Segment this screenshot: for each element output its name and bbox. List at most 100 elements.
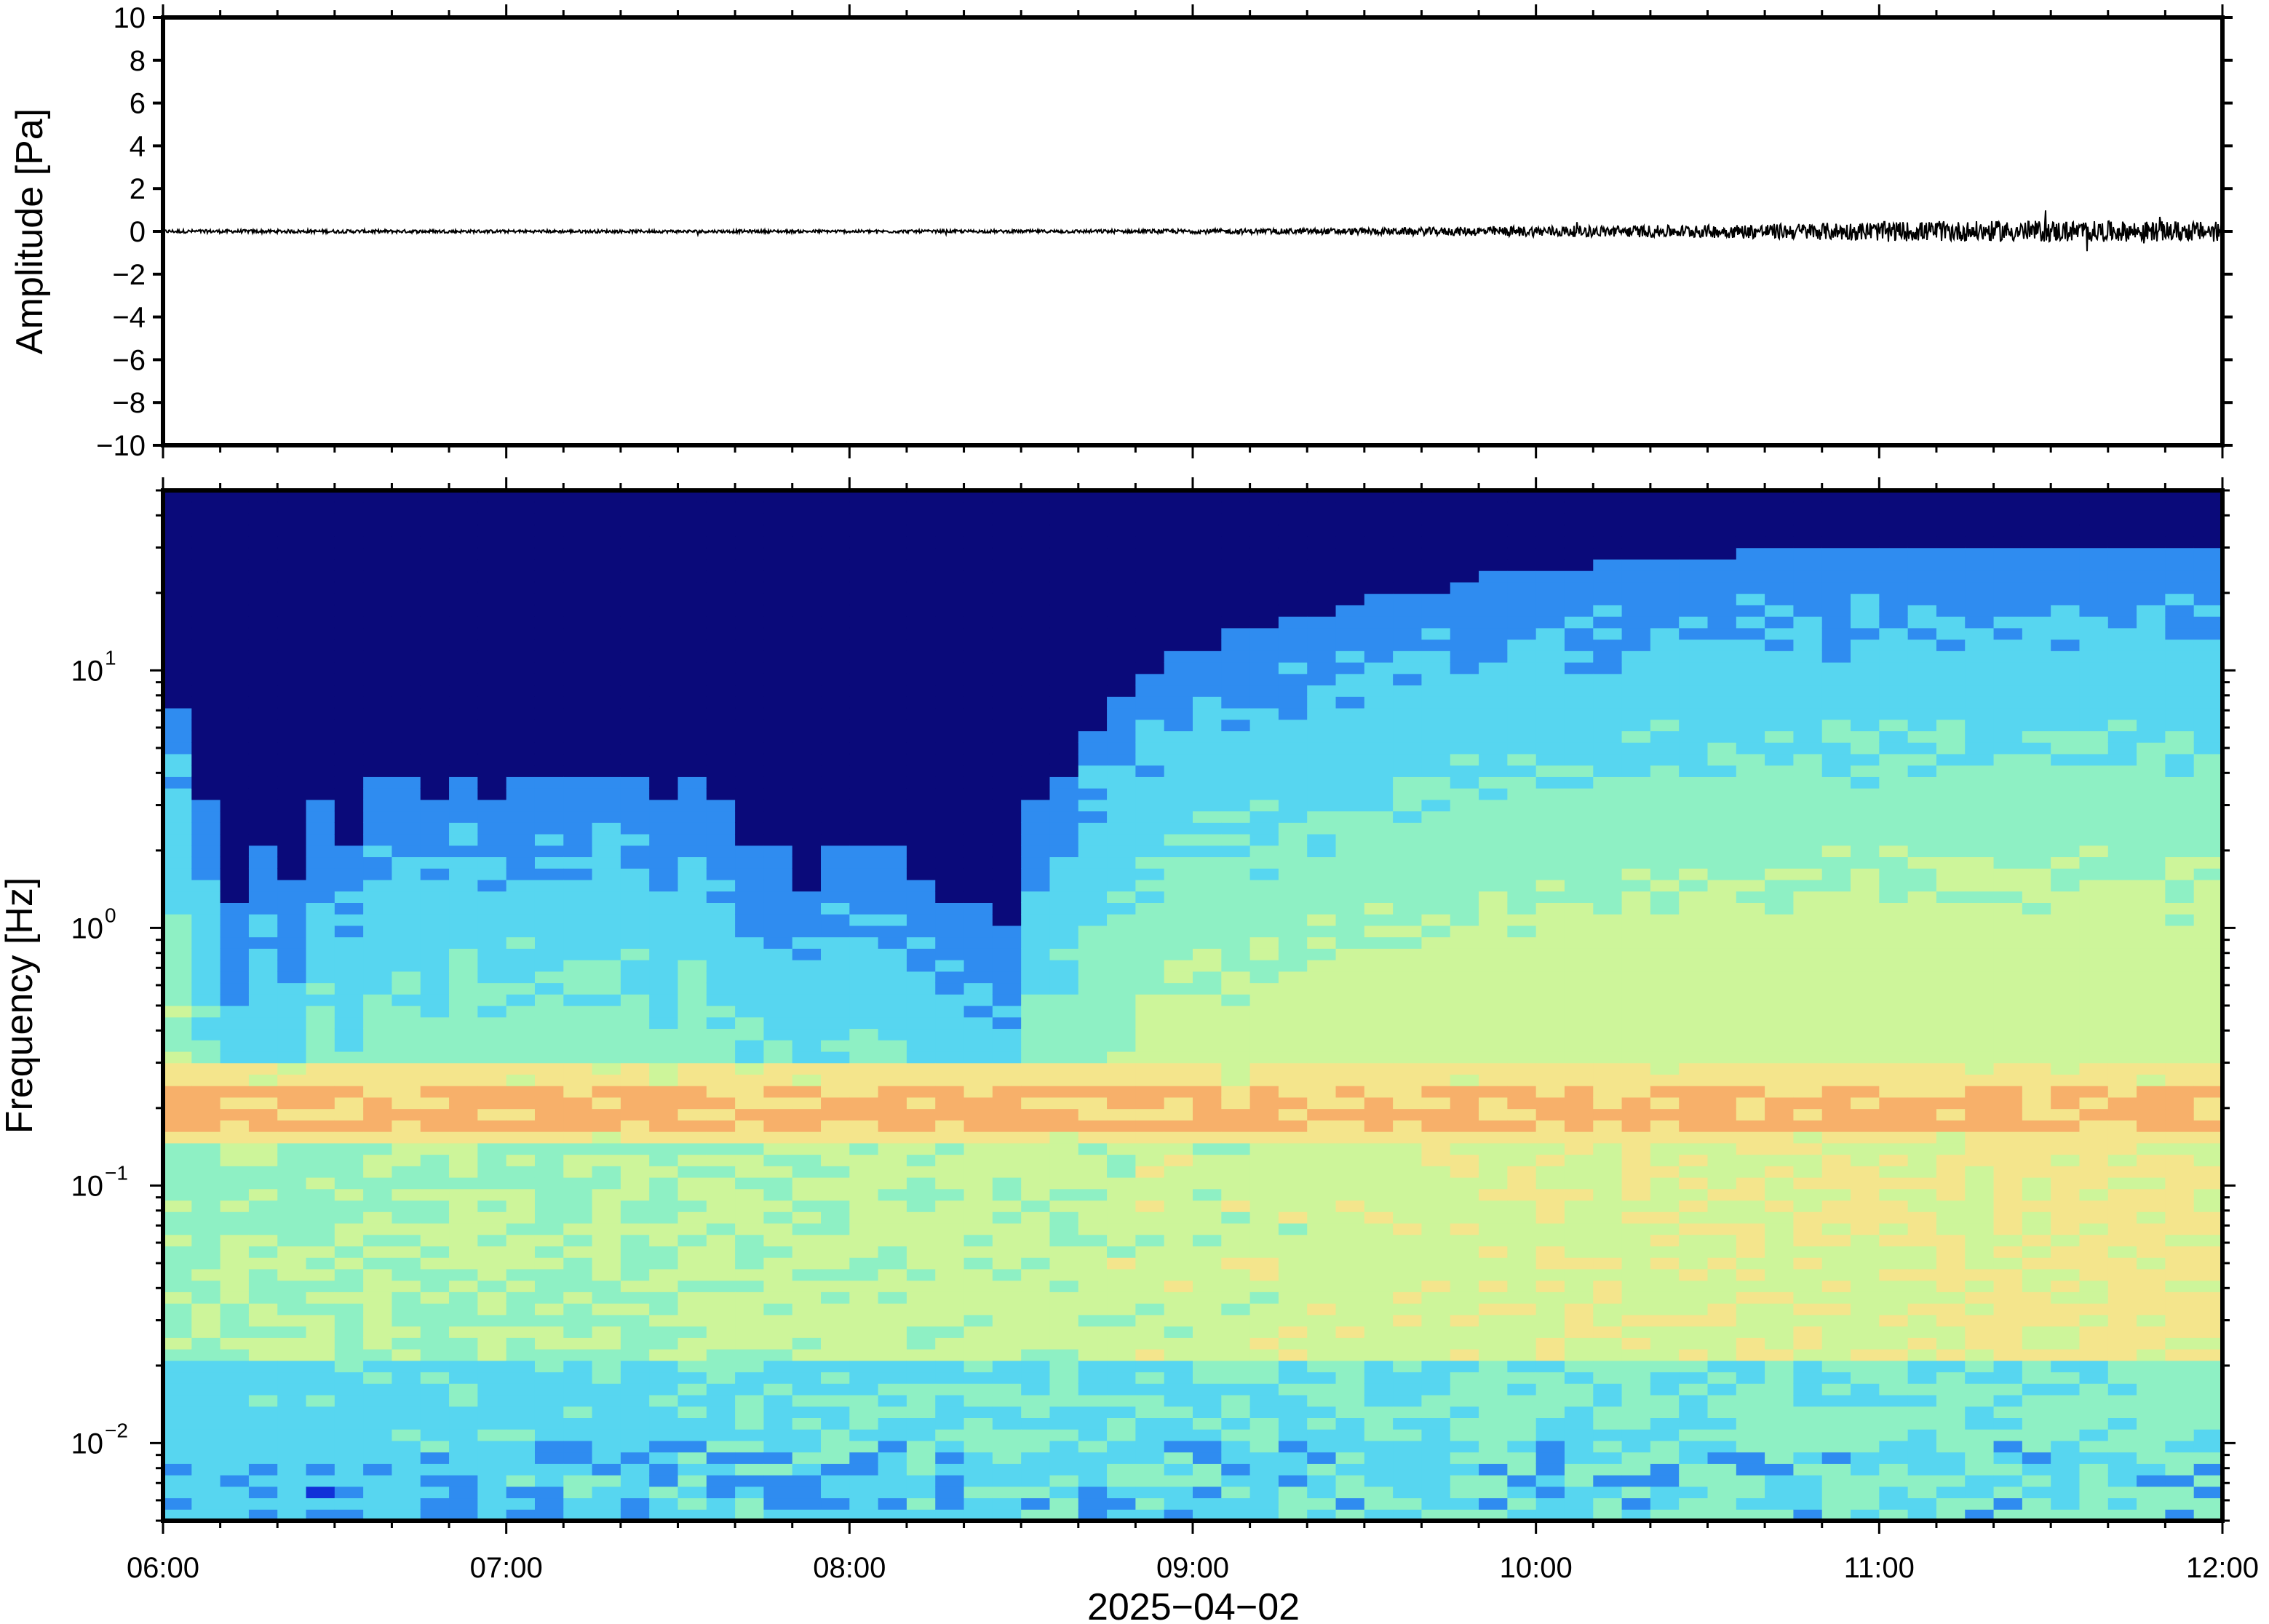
spectrogram-cell <box>592 1394 621 1407</box>
spectrogram-cell <box>706 960 736 972</box>
spectrogram-cell <box>849 570 879 583</box>
spectrogram-cell <box>1135 1360 1165 1373</box>
spectrogram-cell <box>1564 1177 1594 1190</box>
spectrogram-cell <box>1078 799 1108 812</box>
spectrogram-cell <box>1021 856 1051 869</box>
spectrogram-cell <box>1621 1326 1651 1338</box>
spectrogram-cell <box>1593 501 1623 514</box>
spectrogram-cell <box>477 1475 507 1487</box>
spectrogram-cell <box>792 1303 822 1315</box>
spectrogram-cell <box>935 616 965 629</box>
spectrogram-cell <box>1364 1222 1394 1235</box>
spectrogram-cell <box>1450 960 1479 972</box>
spectrogram-cell <box>220 639 250 651</box>
spectrogram-cell <box>1621 799 1651 812</box>
spectrogram-cell <box>935 650 965 663</box>
spectrogram-cell <box>1193 605 1222 617</box>
spectrogram-cell <box>1679 536 1709 549</box>
spectrogram-cell <box>392 856 421 869</box>
spectrogram-cell <box>163 1051 192 1064</box>
spectrogram-cell <box>735 1394 765 1407</box>
spectrogram-cell <box>1078 753 1108 766</box>
spectrogram-cell <box>592 501 621 514</box>
spectrogram-cell <box>1193 971 1222 984</box>
spectrogram-cell <box>849 1211 879 1224</box>
spectrogram-cell <box>191 845 221 858</box>
spectrogram-cell <box>1564 1120 1594 1132</box>
spectrogram-cell <box>649 834 679 846</box>
spectrogram-cell <box>1564 719 1594 731</box>
spectrogram-cell <box>1364 1200 1394 1212</box>
spectrogram-cell <box>163 994 192 1006</box>
spectrogram-cell <box>534 1028 564 1040</box>
spectrogram-cell <box>878 1486 907 1499</box>
spectrogram-cell <box>1278 1108 1308 1121</box>
spectrogram-cell <box>1650 1051 1680 1064</box>
spectrogram-cell <box>706 1349 736 1361</box>
spectrogram-cell <box>334 1406 364 1418</box>
spectrogram-cell <box>1164 1349 1193 1361</box>
spectrogram-cell <box>677 1383 707 1396</box>
spectrogram-cell <box>1164 570 1193 583</box>
spectrogram-cell <box>706 1486 736 1499</box>
spectrogram-cell <box>935 1394 965 1407</box>
spectrogram-cell <box>1278 1131 1308 1144</box>
spectrogram-cell <box>191 971 221 984</box>
spectrogram-cell <box>534 501 564 514</box>
spectrogram-cell <box>277 776 307 789</box>
spectrogram-cell <box>220 879 250 892</box>
spectrogram-cell <box>334 1154 364 1166</box>
spectrogram-cell <box>420 719 450 731</box>
spectrogram-cell <box>1021 1509 1051 1521</box>
spectrogram-cell <box>1393 559 1423 571</box>
spectrogram-cell <box>1450 845 1479 858</box>
spectrogram-cell <box>906 1486 936 1499</box>
spectrogram-cell <box>649 1062 679 1075</box>
spectrogram-cell <box>1564 799 1594 812</box>
spectrogram-cell <box>1078 1166 1108 1178</box>
spectrogram-cell <box>1164 1131 1193 1144</box>
spectrogram-cell <box>1221 856 1251 869</box>
spectrogram-cell <box>1593 1509 1623 1521</box>
spectrogram-cell <box>1078 982 1108 995</box>
spectrogram-cell <box>1135 1108 1165 1121</box>
spectrogram-cell <box>1650 891 1680 903</box>
spectrogram-cell <box>449 1440 478 1453</box>
spectrogram-cell <box>1479 513 1508 525</box>
spectrogram-cell <box>1221 696 1251 709</box>
spectrogram-cell <box>534 605 564 617</box>
spectrogram-cell <box>763 1120 793 1132</box>
spectrogram-cell <box>1507 1074 1537 1086</box>
spectrogram-cell <box>677 731 707 743</box>
spectrogram-cell <box>1564 845 1594 858</box>
spectrogram-cell <box>1307 1086 1337 1098</box>
spectrogram-cell <box>1421 1086 1451 1098</box>
spectrogram-cell <box>1193 559 1222 571</box>
spectrogram-cell <box>763 925 793 938</box>
spectrogram-cell <box>248 650 278 663</box>
spectrogram-cell <box>306 742 335 755</box>
spectrogram-cell <box>1135 1417 1165 1430</box>
spectrogram-cell <box>1421 776 1451 789</box>
spectrogram-cell <box>1193 570 1222 583</box>
spectrogram-cell <box>1278 1086 1308 1098</box>
spectrogram-cell <box>878 662 907 674</box>
spectrogram-cell <box>392 1016 421 1030</box>
spectrogram-cell <box>649 707 679 720</box>
spectrogram-cell <box>1450 1268 1479 1281</box>
spectrogram-cell <box>1535 811 1565 823</box>
spectrogram-cell <box>1450 1154 1479 1166</box>
spectrogram-cell <box>1593 1372 1623 1384</box>
spectrogram-cell <box>1164 1360 1193 1373</box>
spectrogram-cell <box>306 1372 335 1384</box>
spectrogram-cell <box>849 1417 879 1430</box>
spectrogram-cell <box>792 982 822 995</box>
spectrogram-cell <box>906 742 936 755</box>
spectrogram-cell <box>1278 1016 1308 1030</box>
spectrogram-cell <box>1135 1086 1165 1098</box>
spectrogram-cell <box>649 513 679 525</box>
spectrogram-cell <box>277 1040 307 1052</box>
spectrogram-cell <box>1335 914 1365 926</box>
spectrogram-cell <box>277 1246 307 1258</box>
